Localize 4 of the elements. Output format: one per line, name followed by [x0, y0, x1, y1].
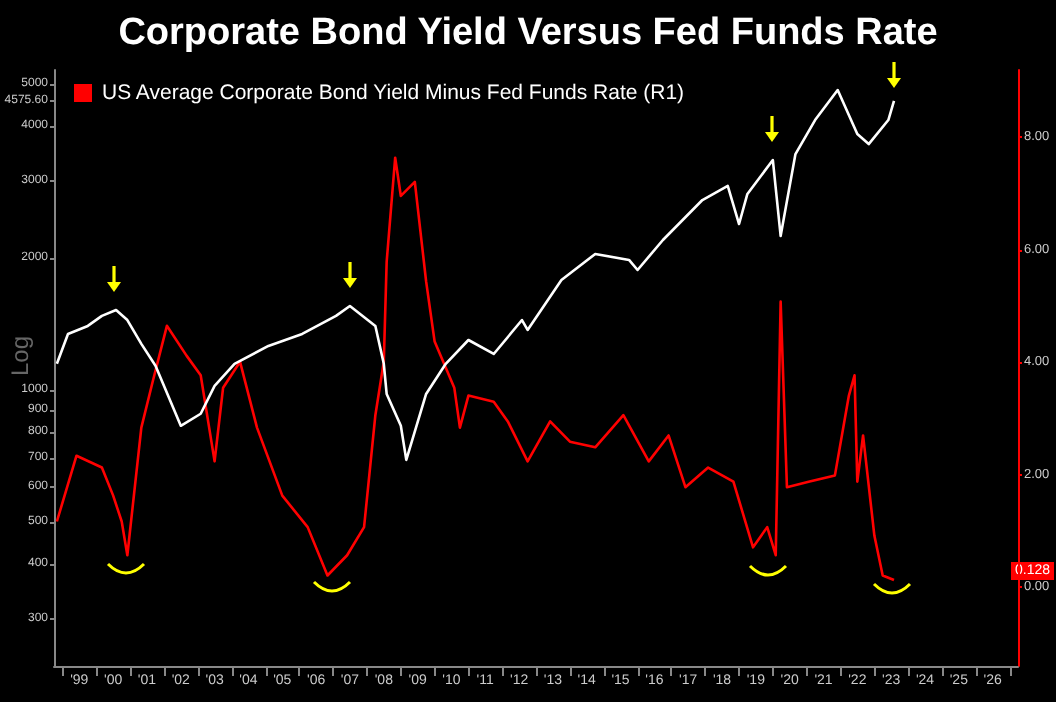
line-series [55, 156, 896, 582]
y-axis-title: Log [6, 335, 34, 376]
chart-title: Corporate Bond Yield Versus Fed Funds Rate [118, 12, 938, 54]
legend-label: US Average Corporate Bond Yield Minus Fed Funds Rate (R1) [102, 81, 685, 105]
